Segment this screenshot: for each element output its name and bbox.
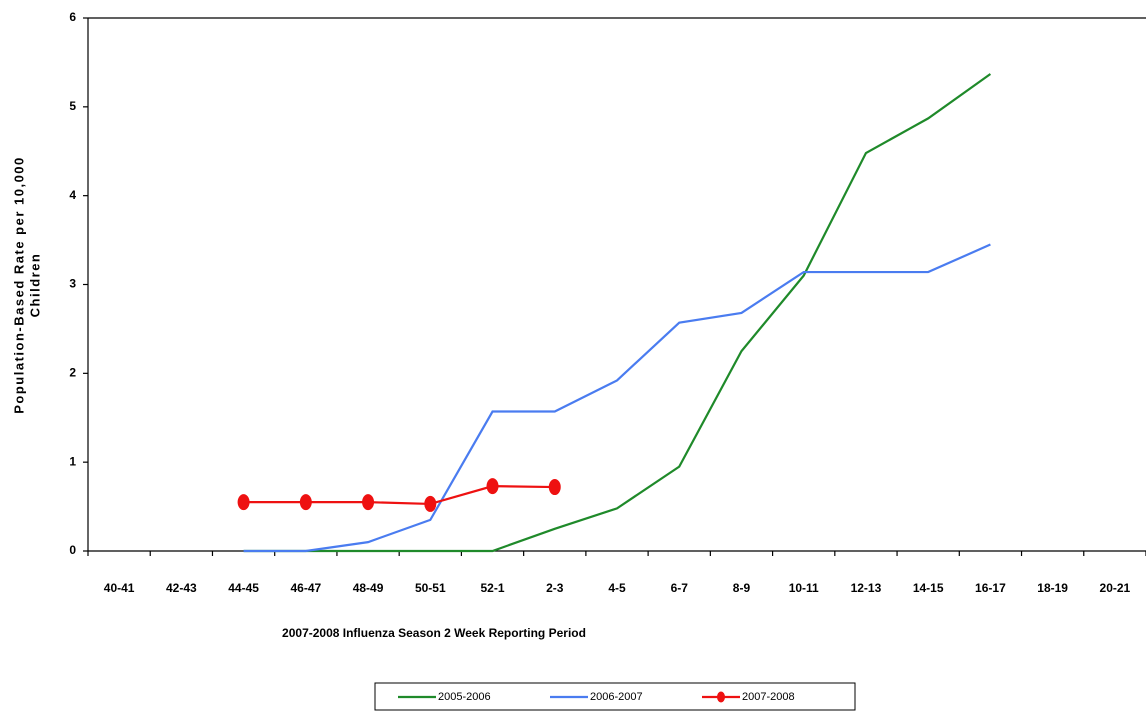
data-point	[362, 494, 375, 511]
x-tick-label: 16-17	[975, 581, 1006, 595]
y-tick-label: 4	[69, 188, 76, 202]
series-line	[243, 73, 992, 553]
data-point	[299, 494, 312, 511]
x-tick-label: 4-5	[608, 581, 626, 595]
y-tick-label: 5	[69, 99, 76, 113]
x-tick-label: 2-3	[546, 581, 564, 595]
x-tick-label: 52-1	[481, 581, 505, 595]
legend-box	[374, 682, 856, 711]
x-tick-label: 18-19	[1037, 581, 1068, 595]
legend-label: 2006-2007	[590, 691, 643, 703]
y-tick-label: 2	[69, 366, 76, 380]
data-point	[548, 479, 561, 496]
y-tick-label: 0	[69, 543, 76, 557]
x-tick-label: 48-49	[353, 581, 384, 595]
data-point	[237, 494, 250, 511]
x-tick-label: 40-41	[104, 581, 135, 595]
x-axis-title: 2007-2008 Influenza Season 2 Week Report…	[282, 626, 586, 640]
x-tick-label: 20-21	[1100, 581, 1131, 595]
legend-label: 2007-2008	[742, 691, 795, 703]
y-tick-label: 3	[69, 277, 76, 291]
x-tick-label: 14-15	[913, 581, 944, 595]
y-tick-label: 6	[69, 10, 76, 24]
x-tick-label: 44-45	[228, 581, 259, 595]
x-tick-label: 46-47	[290, 581, 321, 595]
series-line	[243, 485, 555, 506]
legend-marker	[717, 691, 725, 703]
data-point	[424, 495, 437, 512]
x-tick-label: 10-11	[789, 581, 819, 595]
series-line	[243, 243, 991, 553]
data-point	[486, 478, 499, 495]
y-axis-title: Population-Based Rate per 10,000	[11, 156, 26, 414]
x-tick-label: 42-43	[166, 581, 197, 595]
x-tick-label: 6-7	[671, 581, 689, 595]
x-tick-label: 8-9	[733, 581, 751, 595]
y-tick-label: 1	[69, 454, 76, 468]
x-tick-label: 12-13	[851, 581, 882, 595]
legend-label: 2005-2006	[438, 691, 491, 703]
x-tick-label: 50-51	[415, 581, 446, 595]
y-axis-title: Children	[27, 253, 42, 318]
